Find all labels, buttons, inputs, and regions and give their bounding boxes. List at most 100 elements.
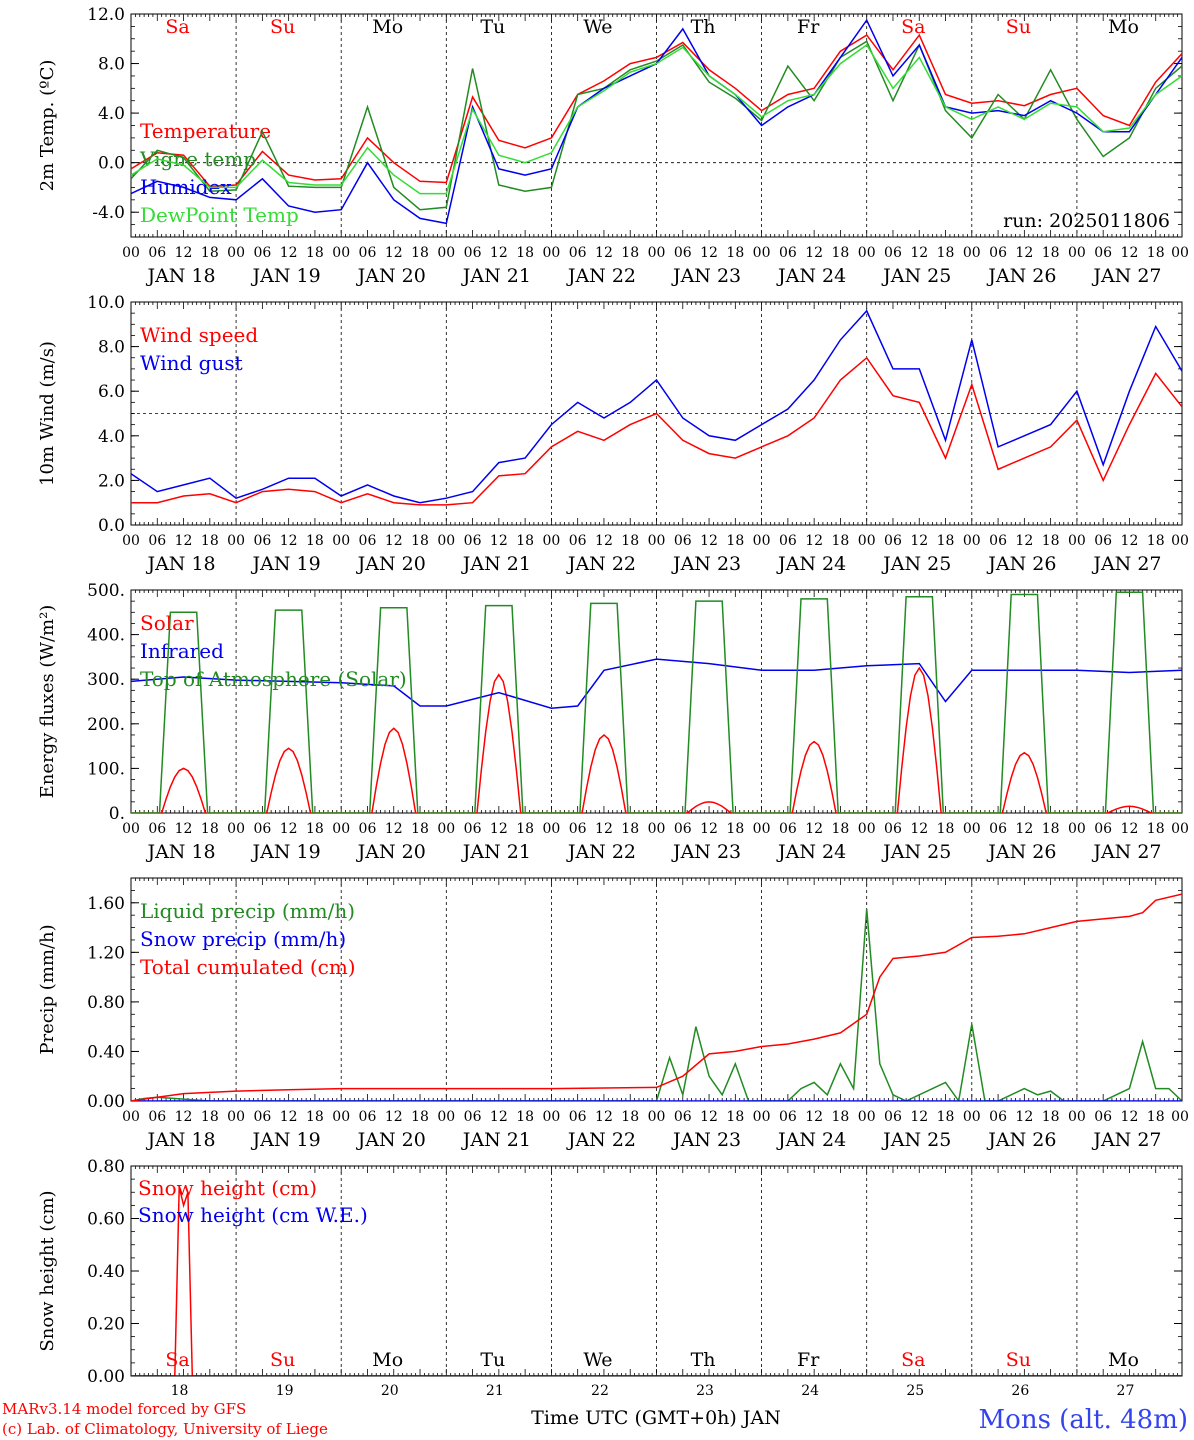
y-tick-label: 6.0 [98,382,125,402]
hour-label: 00 [227,533,245,549]
y-tick-label: 100. [87,759,125,779]
hour-label: 12 [910,533,928,549]
date-label: JAN 24 [776,1129,846,1151]
legend-entry: Snow precip (mm/h) [140,927,346,951]
y-tick-label: 0.0 [98,154,125,174]
y-tick-label: 10.0 [87,293,125,313]
legend-entry: Top of Atmosphere (Solar) [140,667,407,691]
series-line-1 [131,666,1182,813]
hour-label: 00 [1171,821,1189,837]
y-tick-label: 300. [87,670,125,690]
hour-label: 06 [464,533,482,549]
hour-label: 06 [359,245,377,261]
date-label: JAN 22 [566,553,636,575]
y-tick-label: 1.60 [87,894,125,914]
hour-label: 18 [1147,245,1165,261]
hour-label: 18 [1147,821,1165,837]
hour-label: 06 [779,1109,797,1125]
hour-label: 06 [674,533,692,549]
date-label: JAN 24 [776,553,846,575]
hour-label: 18 [1042,533,1060,549]
hour-label: 18 [832,821,850,837]
hour-label: 00 [332,245,350,261]
date-label: JAN 21 [461,553,531,575]
hour-label: 00 [858,1109,876,1125]
hour-label: 12 [805,1109,823,1125]
hour-label: 06 [148,821,166,837]
y-tick-label: 12.0 [87,5,125,25]
hour-label: 06 [148,533,166,549]
hour-label: 18 [726,1109,744,1125]
hour-label: 06 [253,533,271,549]
hour-label: 00 [1068,821,1086,837]
hour-label: 06 [148,1109,166,1125]
day-number-label: 20 [381,1383,399,1399]
hour-label: 18 [726,533,744,549]
day-number-label: 26 [1011,1383,1029,1399]
hour-label: 18 [516,821,534,837]
date-label: JAN 21 [461,265,531,287]
hour-label: 12 [175,533,193,549]
hour-label: 06 [674,245,692,261]
legend-entry: Snow height (cm W.E.) [138,1203,368,1227]
legend-entry: Liquid precip (mm/h) [140,899,355,923]
weekday-label: Su [1006,1349,1031,1371]
hour-label: 12 [1121,245,1139,261]
hour-label: 18 [201,1109,219,1125]
weekday-label: We [583,16,612,38]
hour-label: 00 [227,1109,245,1125]
date-label: JAN 24 [776,265,846,287]
weekday-label: Mo [1108,1349,1139,1371]
y-axis-label: 10m Wind (m/s) [37,341,58,486]
weekday-label: Fr [797,1349,820,1371]
y-tick-label: 400. [87,626,125,646]
hour-label: 00 [963,821,981,837]
weekday-label: Sa [165,1349,189,1371]
hour-label: 12 [910,245,928,261]
hour-label: 12 [910,821,928,837]
hour-label: 00 [963,245,981,261]
hour-label: 00 [542,533,560,549]
hour-label: 18 [411,1109,429,1125]
hour-label: 12 [595,245,613,261]
plot-frame [130,589,1183,814]
hour-label: 12 [175,1109,193,1125]
hour-label: 06 [989,245,1007,261]
y-tick-label: 8.0 [98,55,125,75]
hour-label: 06 [779,533,797,549]
y-tick-label: 0.60 [87,1210,125,1230]
weekday-label: Mo [1108,16,1139,38]
y-tick-label: 200. [87,715,125,735]
hour-label: 18 [201,533,219,549]
hour-label: 06 [779,821,797,837]
hour-label: 06 [253,1109,271,1125]
hour-label: 00 [648,245,666,261]
hour-label: 18 [937,245,955,261]
hour-label: 18 [411,533,429,549]
y-axis-label: 2m Temp. (ºC) [37,60,58,192]
hour-label: 18 [516,533,534,549]
station-name: Mons (alt. 48m) [979,1405,1188,1435]
hour-label: 06 [569,533,587,549]
hour-label: 00 [542,245,560,261]
panel-4: 1.60 1.20 0.80 0.40 0.00 Precip (mm/h) Liquid … [37,877,1189,1151]
panel-2: 10.0 8.0 6.0 4.0 2.0 0.0 10m Wind (m/s) Wind sp… [37,293,1189,575]
legend-entry: Infrared [140,639,224,663]
hour-label: 00 [753,533,771,549]
hour-label: 18 [516,245,534,261]
weekday-label: Th [691,16,716,38]
hour-label: 00 [332,533,350,549]
hour-label: 06 [1094,245,1112,261]
hour-label: 18 [1042,821,1060,837]
x-axis-label: Time UTC (GMT+0h) JAN [531,1407,781,1429]
hour-label: 00 [963,1109,981,1125]
date-label: JAN 20 [356,1129,426,1151]
weekday-label: Sa [901,1349,925,1371]
hour-label: 00 [648,1109,666,1125]
hour-label: 06 [359,821,377,837]
date-label: JAN 22 [566,841,636,863]
date-label: JAN 23 [671,841,741,863]
hour-label: 00 [858,821,876,837]
date-label: JAN 22 [566,265,636,287]
weekday-label: Su [270,16,295,38]
